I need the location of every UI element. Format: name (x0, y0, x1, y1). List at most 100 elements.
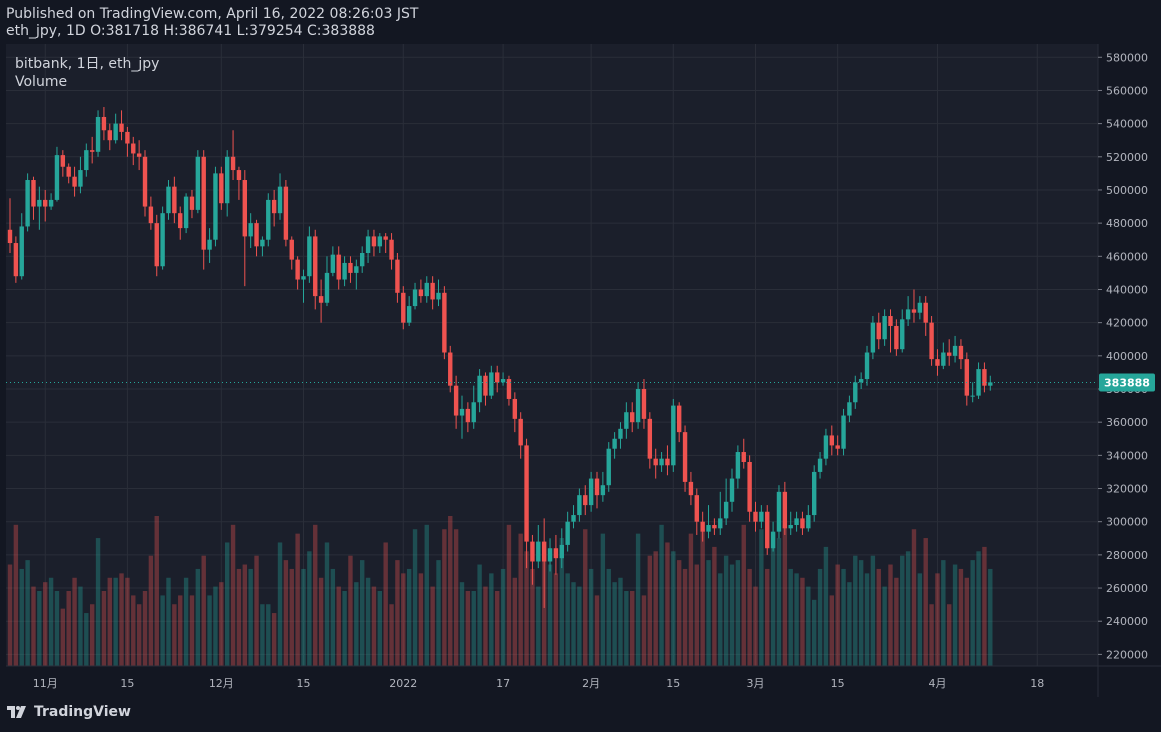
volume-bar (289, 568, 294, 666)
candle-body (301, 276, 306, 280)
candle-body (817, 458, 823, 472)
last-price-label: 383888 (1099, 373, 1155, 392)
candle-body (442, 292, 447, 353)
candle-body (107, 130, 112, 141)
volume-bar (125, 577, 130, 666)
volume-bar (236, 568, 242, 666)
candle-body (530, 541, 535, 562)
volume-bar (900, 555, 905, 666)
candle-body (48, 199, 54, 207)
volume-bar (406, 568, 412, 666)
volume-bar (635, 533, 641, 666)
candle-body (31, 180, 36, 207)
volume-bar (553, 573, 559, 666)
volume-bar (131, 595, 136, 666)
volume-bar (19, 568, 24, 666)
candle-body (923, 302, 928, 323)
volume-bar (982, 546, 987, 666)
volume-bar (935, 573, 940, 666)
volume-bar (800, 577, 805, 666)
volume-bar (201, 555, 206, 666)
candle-body (900, 319, 905, 350)
last-price-value: 383888 (1104, 377, 1150, 390)
candle-body (383, 236, 388, 240)
candle-body (271, 199, 277, 214)
volume-bar (119, 573, 124, 666)
volume-bar (618, 577, 623, 666)
candle-body (43, 199, 48, 207)
y-tick-label: 320000 (1106, 483, 1148, 496)
volume-bar (60, 608, 66, 666)
candle-body (254, 223, 259, 247)
volume-bar (260, 604, 265, 666)
candle-body (342, 262, 347, 280)
volume-bar (841, 568, 846, 666)
volume-bar (770, 533, 776, 666)
volume-bar (741, 524, 746, 666)
volume-bar (324, 542, 330, 666)
volume-bar (266, 604, 271, 666)
volume-bar (342, 591, 347, 666)
volume-bar (530, 568, 535, 666)
volume-bar (612, 582, 617, 666)
candle-body (160, 213, 165, 267)
volume-bar (365, 577, 371, 666)
candle-body (54, 155, 60, 200)
volume-bar (318, 577, 324, 666)
candle-body (295, 259, 300, 280)
candle-body (753, 511, 758, 522)
candle-body (506, 379, 512, 399)
y-tick-label: 280000 (1106, 549, 1148, 562)
volume-bar (964, 577, 970, 666)
volume-bar (864, 573, 870, 666)
volume-bar (395, 560, 400, 666)
volume-bar (89, 604, 95, 666)
volume-bar (500, 568, 506, 666)
volume-bar (207, 595, 212, 666)
time-axis[interactable]: 11月 15 12月 15 2022 17 2月 15 3月 15 4月 18 (33, 677, 1045, 690)
candle-body (224, 156, 230, 204)
volume-bar (970, 560, 975, 666)
volume-bar (54, 591, 60, 666)
candle-body (113, 123, 118, 141)
candle-body (941, 352, 946, 366)
price-axis[interactable]: 580000 560000 540000 520000 500000 480000 4600… (1098, 51, 1148, 661)
volume-bar (788, 568, 793, 666)
chart-header: Published on TradingView.com, April 16, … (6, 6, 418, 40)
candle-body (354, 266, 359, 273)
legend-symbol: bitbank, 1日, eth_jpy (15, 56, 159, 72)
candle-body (553, 548, 559, 559)
candle-body (964, 359, 970, 396)
volume-bar (113, 577, 118, 666)
candle-body (806, 515, 811, 529)
candle-body (759, 511, 764, 522)
candle-body (630, 412, 635, 423)
y-tick-label: 340000 (1106, 449, 1148, 462)
y-tick-label: 540000 (1106, 118, 1148, 131)
candle-body (360, 252, 365, 267)
volume-bar (882, 586, 887, 666)
candle-body (60, 155, 66, 167)
candle-body (101, 116, 107, 131)
candle-body (277, 186, 283, 214)
candle-body (988, 382, 993, 386)
candle-body (25, 180, 30, 227)
volume-bar (700, 529, 705, 666)
y-tick-label: 460000 (1106, 250, 1148, 263)
volume-bar (782, 524, 788, 666)
volume-bar (66, 591, 71, 666)
candle-body (483, 375, 488, 396)
candle-body (870, 322, 876, 353)
volume-bar (888, 564, 893, 666)
tradingview-logo[interactable]: TradingView (6, 704, 131, 720)
candle-body (835, 445, 840, 449)
candle-body (95, 116, 101, 152)
candle-body (841, 415, 846, 449)
candle-body (911, 309, 917, 313)
candle-body (747, 461, 752, 512)
candle-body (718, 518, 723, 529)
volume-bar (729, 564, 735, 666)
volume-bar (630, 591, 635, 666)
volume-bar (583, 529, 588, 666)
